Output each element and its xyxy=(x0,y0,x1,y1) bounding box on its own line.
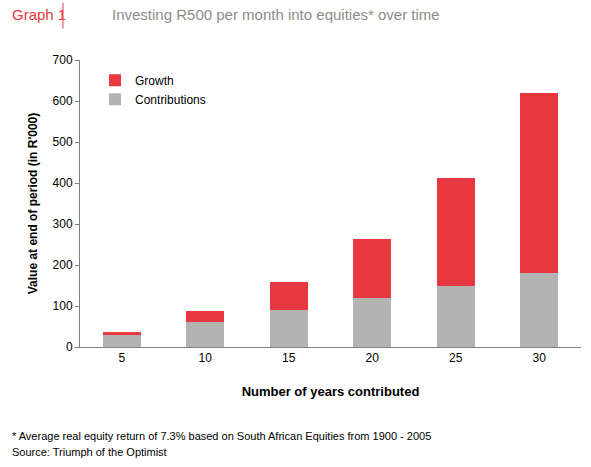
svg-text:* Average real equity return o: * Average real equity return of 7.3% bas… xyxy=(12,430,431,442)
svg-text:30: 30 xyxy=(533,351,547,365)
svg-text:100: 100 xyxy=(53,299,73,313)
svg-text:500: 500 xyxy=(53,135,73,149)
svg-text:200: 200 xyxy=(53,258,73,272)
svg-text:600: 600 xyxy=(53,94,73,108)
svg-text:10: 10 xyxy=(199,351,213,365)
svg-text:300: 300 xyxy=(53,217,73,231)
svg-text:Graph 1: Graph 1 xyxy=(12,6,66,23)
svg-text:25: 25 xyxy=(449,351,463,365)
svg-text:20: 20 xyxy=(366,351,380,365)
svg-text:Growth: Growth xyxy=(135,74,174,88)
svg-text:Investing R500 per month into: Investing R500 per month into equities* … xyxy=(112,6,440,23)
svg-text:Contributions: Contributions xyxy=(135,93,206,107)
svg-text:Number of years contributed: Number of years contributed xyxy=(242,384,420,399)
svg-text:400: 400 xyxy=(53,176,73,190)
svg-text:15: 15 xyxy=(282,351,296,365)
svg-text:5: 5 xyxy=(118,351,125,365)
svg-text:Value at end of period (in R'0: Value at end of period (in R'000) xyxy=(26,113,40,295)
svg-text:0: 0 xyxy=(66,340,73,354)
svg-text:700: 700 xyxy=(53,53,73,67)
svg-text:Source: Triumph of the Optimis: Source: Triumph of the Optimist xyxy=(12,446,167,458)
